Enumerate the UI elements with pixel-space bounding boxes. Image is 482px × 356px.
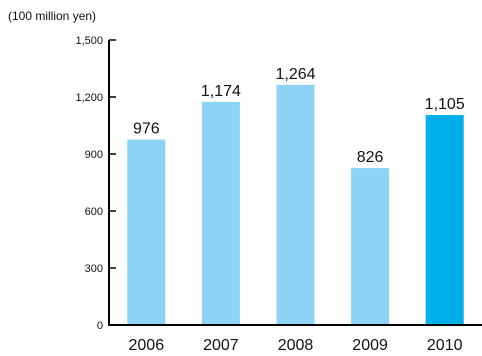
- x-tick-label-2008: 2008: [278, 337, 314, 354]
- y-tick-label: 300: [85, 263, 103, 275]
- x-tick-label-2007: 2007: [203, 337, 239, 354]
- unit-label: (100 million yen): [8, 9, 96, 23]
- data-label-2007: 1,174: [201, 83, 241, 100]
- y-tick-label: 1,200: [75, 92, 103, 104]
- data-label-2010: 1,105: [425, 96, 465, 113]
- y-tick-label: 1,500: [75, 35, 103, 47]
- data-label-2008: 1,264: [275, 66, 315, 83]
- bars: 976 1,174 1,264 826 1,105: [127, 66, 465, 325]
- data-label-2006: 976: [133, 121, 160, 138]
- y-tick-label: 0: [97, 320, 103, 332]
- x-tick-label-2009: 2009: [352, 337, 388, 354]
- y-tick-label: 900: [85, 149, 103, 161]
- x-axis: 2006 2007 2008 2009 2010: [108, 324, 482, 354]
- bar-2009: [351, 168, 390, 325]
- data-label-2009: 826: [357, 149, 384, 166]
- x-tick-label-2010: 2010: [427, 337, 463, 354]
- bar-2006: [127, 139, 166, 325]
- bar-2007: [201, 101, 240, 325]
- x-tick-label-2006: 2006: [129, 337, 165, 354]
- y-axis: 0 300 600 900 1,200 1,500: [75, 35, 116, 332]
- bar-2010: [425, 115, 464, 325]
- bar-2008: [276, 84, 315, 325]
- y-tick-label: 600: [85, 206, 103, 218]
